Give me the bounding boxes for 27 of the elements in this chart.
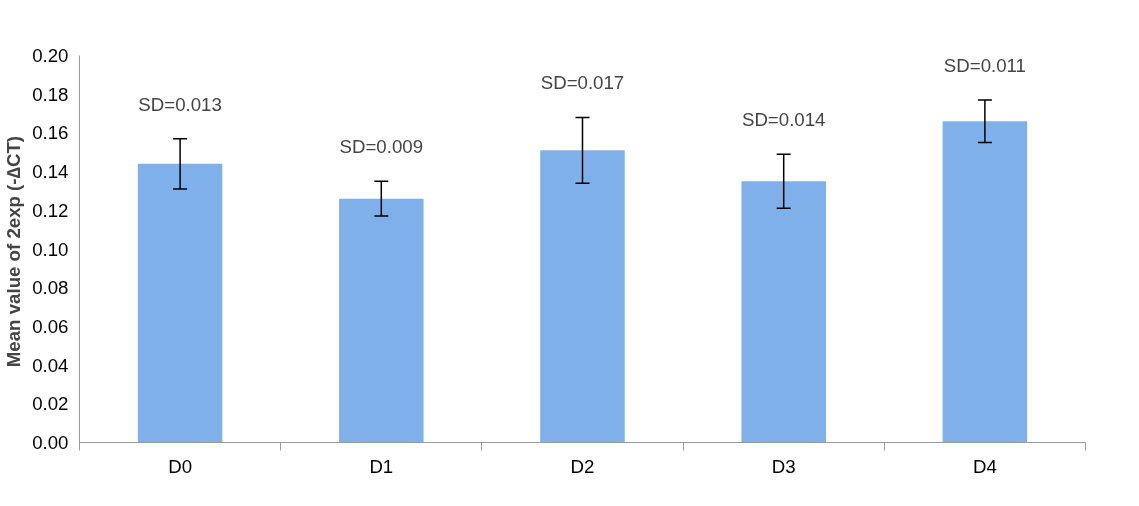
bar — [137, 163, 223, 443]
x-tick-label: D2 — [570, 455, 595, 477]
x-tick-label: D0 — [168, 455, 193, 477]
y-tick-label: 0.14 — [32, 161, 69, 183]
annotation: SD=0.013 — [138, 93, 222, 115]
y-tick-label: 0.06 — [32, 315, 69, 337]
y-tick-label: 0.00 — [32, 432, 69, 453]
y-tick-label: 0.10 — [32, 238, 69, 260]
y-tick-label: 0.20 — [32, 45, 69, 66]
annotation: SD=0.017 — [540, 72, 625, 94]
y-tick-label: 0.12 — [32, 199, 69, 221]
x-tick-label: D3 — [771, 455, 796, 477]
y-tick-label: 0.08 — [32, 277, 69, 299]
y-tick-label: 0.04 — [32, 354, 69, 376]
y-tick-label: 0.16 — [32, 122, 69, 144]
y-tick-label: 0.02 — [32, 393, 69, 415]
x-tick-label: D4 — [972, 455, 997, 477]
annotation: SD=0.014 — [741, 109, 826, 131]
y-tick-label: 0.18 — [32, 83, 69, 105]
bar — [339, 198, 424, 443]
bar — [942, 121, 1028, 443]
bar — [741, 181, 826, 443]
x-tick-label: D1 — [369, 455, 394, 477]
annotation: SD=0.009 — [339, 136, 424, 158]
y-axis-title: Mean value of 2exp (-∆CT) — [3, 135, 25, 368]
bar — [540, 150, 625, 443]
annotation: SD=0.011 — [943, 55, 1026, 77]
